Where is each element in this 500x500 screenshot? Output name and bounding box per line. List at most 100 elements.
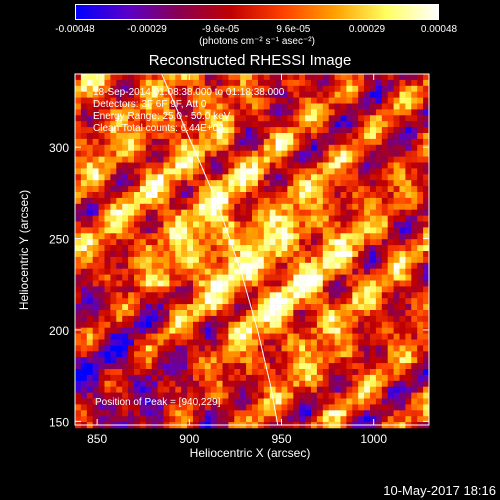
heatmap-cell: [334, 227, 341, 234]
heatmap-cell: [157, 333, 164, 340]
heatmap-cell: [193, 304, 200, 311]
heatmap-cell: [222, 268, 229, 275]
heatmap-cell: [393, 268, 400, 275]
heatmap-cell: [405, 121, 412, 128]
heatmap-cell: [370, 315, 377, 323]
heatmap-cell: [352, 121, 359, 128]
heatmap-cell: [240, 304, 247, 311]
heatmap-cell: [399, 233, 406, 240]
heatmap-cell: [263, 351, 270, 358]
heatmap-cell: [122, 251, 129, 258]
heatmap-cell: [334, 333, 341, 340]
heatmap-cell: [381, 138, 388, 146]
heatmap-cell: [411, 256, 418, 264]
heatmap-cell: [145, 315, 152, 323]
heatmap-cell: [240, 221, 247, 228]
heatmap-cell: [80, 345, 88, 352]
heatmap-cell: [145, 239, 152, 246]
heatmap-cell: [340, 233, 347, 240]
heatmap-cell: [305, 339, 312, 346]
heatmap-cell: [128, 91, 135, 98]
heatmap-cell: [340, 333, 347, 340]
heatmap-cell: [86, 180, 93, 187]
heatmap-cell: [411, 215, 418, 222]
heatmap-cell: [417, 180, 424, 187]
heatmap-cell: [222, 215, 229, 222]
heatmap-cell: [322, 144, 329, 151]
heatmap-cell: [128, 85, 135, 92]
heatmap-cell: [169, 274, 176, 281]
heatmap-cell: [275, 345, 282, 352]
heatmap-cell: [257, 339, 265, 346]
heatmap-cell: [80, 103, 88, 110]
heatmap-cell: [246, 156, 253, 163]
heatmap-cell: [393, 133, 400, 140]
heatmap-cell: [417, 209, 424, 216]
heatmap-cell: [305, 91, 312, 98]
heatmap-cell: [381, 79, 388, 87]
heatmap-cell: [334, 315, 341, 323]
heatmap-cell: [216, 363, 223, 370]
heatmap-cell: [104, 280, 111, 287]
heatmap-cell: [193, 233, 200, 240]
heatmap-cell: [305, 115, 312, 122]
heatmap-cell: [299, 79, 306, 87]
heatmap-cell: [399, 345, 406, 352]
heatmap-cell: [340, 380, 347, 387]
heatmap-cell: [269, 310, 276, 317]
heatmap-cell: [210, 333, 217, 340]
heatmap-cell: [151, 103, 158, 110]
heatmap-cell: [375, 416, 383, 423]
heatmap-cell: [328, 203, 335, 210]
heatmap-cell: [128, 357, 135, 364]
heatmap-cell: [293, 416, 300, 423]
heatmap-cell: [75, 109, 82, 116]
heatmap-cell: [358, 416, 365, 423]
heatmap-cell: [287, 327, 294, 334]
heatmap-cell: [411, 345, 418, 352]
heatmap-cell: [287, 97, 294, 104]
heatmap-cell: [193, 239, 200, 246]
heatmap-cell: [110, 109, 117, 116]
heatmap-cell: [110, 304, 117, 311]
y-tick-label: 300: [49, 141, 69, 155]
heatmap-cell: [181, 180, 188, 187]
heatmap-cell: [358, 345, 365, 352]
heatmap-cell: [387, 227, 394, 234]
heatmap-cell: [263, 192, 270, 199]
heatmap-cell: [151, 286, 158, 293]
heatmap-cell: [346, 304, 353, 311]
heatmap-cell: [193, 115, 200, 122]
heatmap-cell: [86, 239, 93, 246]
heatmap-cell: [340, 192, 347, 199]
heatmap-cell: [86, 304, 93, 311]
heatmap-cell: [222, 103, 229, 110]
heatmap-cell: [328, 245, 335, 252]
heatmap-cell: [98, 180, 105, 187]
heatmap-cell: [375, 268, 383, 275]
heatmap-cell: [340, 245, 347, 252]
heatmap-cell: [263, 91, 270, 98]
heatmap-cell: [375, 174, 383, 181]
heatmap-cell: [210, 404, 217, 411]
heatmap-cell: [228, 109, 235, 116]
heatmap-cell: [234, 221, 241, 228]
heatmap-cell: [92, 256, 99, 264]
heatmap-cell: [151, 203, 158, 210]
heatmap-cell: [405, 174, 412, 181]
heatmap-cell: [163, 380, 170, 387]
heatmap-cell: [252, 315, 259, 323]
heatmap-cell: [193, 374, 200, 382]
heatmap-cell: [257, 121, 265, 128]
heatmap-cell: [423, 304, 430, 311]
heatmap-cell: [134, 410, 141, 417]
heatmap-cell: [305, 392, 312, 399]
heatmap-cell: [204, 121, 211, 128]
heatmap-cell: [257, 345, 265, 352]
heatmap-cell: [169, 197, 176, 205]
heatmap-cell: [92, 380, 99, 387]
heatmap-cell: [381, 121, 388, 128]
heatmap-cell: [222, 280, 229, 287]
heatmap-cell: [387, 127, 394, 134]
